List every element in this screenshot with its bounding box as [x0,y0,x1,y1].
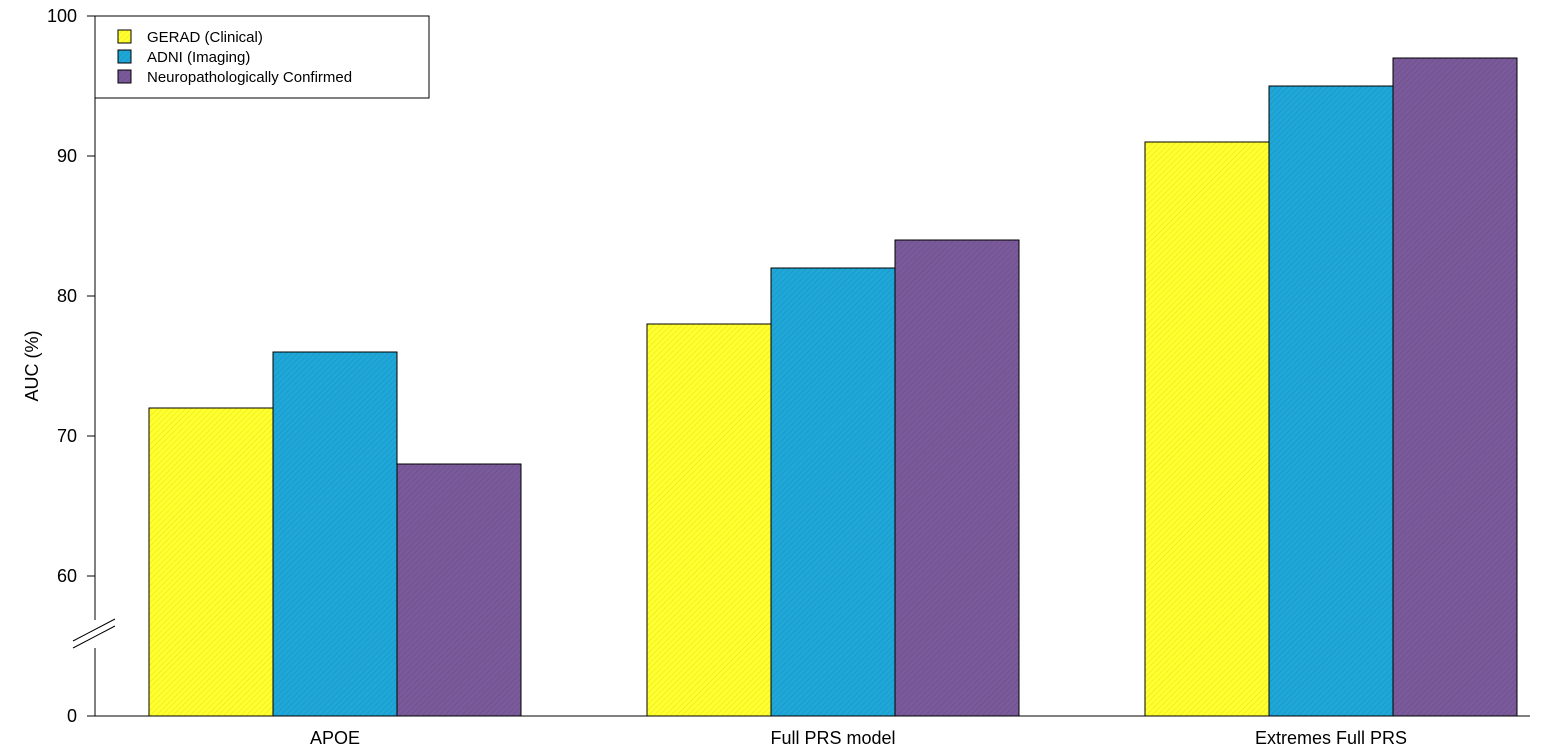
legend-label: Neuropathologically Confirmed [147,69,352,86]
legend-swatch [117,69,132,84]
y-tick-label: 60 [57,566,77,586]
axes-layer: APOE Full PRS model Extremes Full PRS 0 60 70… [22,6,1530,748]
y-tick-label: 100 [47,6,77,26]
bar-apoe-1 [272,351,398,717]
y-tick-label: 90 [57,146,77,166]
y-tick-label: 80 [57,286,77,306]
y-tick-label: 0 [67,706,77,726]
bar-full-prs-model-2 [894,239,1020,717]
bar-apoe-2 [396,463,522,717]
legend-box [94,15,430,99]
legend: GERAD (Clinical) ADNI (Imaging) Neuropatho… [94,15,430,99]
x-tick-label: Extremes Full PRS [1255,728,1407,748]
bar-full-prs-model-0 [646,323,772,717]
bar-full-prs-model-1 [770,267,896,717]
y-axis-label: AUC (%) [22,331,42,402]
bar-extremes-full-prs-1 [1268,85,1394,717]
y-tick-label: 70 [57,426,77,446]
legend-label: GERAD (Clinical) [147,29,263,46]
bars-layer [148,57,1518,717]
axis-break-mark [72,625,116,649]
bar-extremes-full-prs-0 [1144,141,1270,717]
x-tick-label: APOE [310,728,360,748]
x-tick-label: Full PRS model [770,728,895,748]
bar-apoe-0 [148,407,274,717]
axis-break-mark [72,618,116,642]
bar-extremes-full-prs-2 [1392,57,1518,717]
legend-swatch [117,49,132,64]
legend-swatch [117,29,132,44]
legend-label: ADNI (Imaging) [147,49,250,66]
